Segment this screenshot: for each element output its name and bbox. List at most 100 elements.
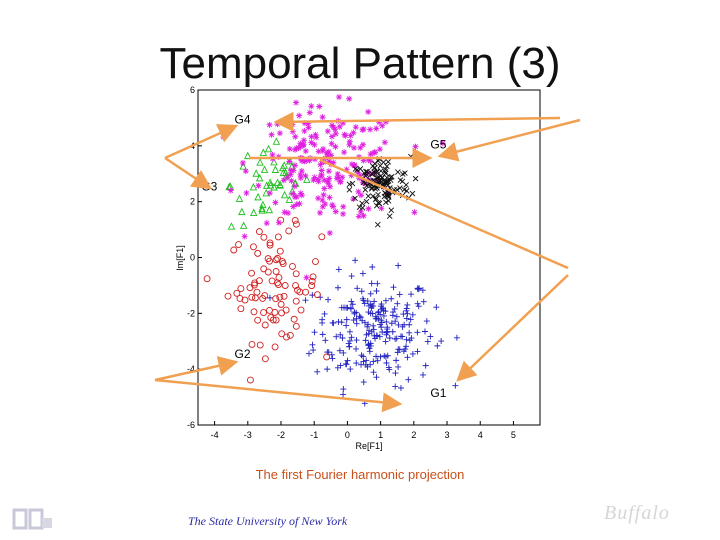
point-g4 <box>324 153 331 160</box>
point-g4 <box>305 120 312 127</box>
point-g5 <box>382 170 389 177</box>
buffalo-logo: Buffalo <box>604 502 670 524</box>
point-g4 <box>351 144 358 151</box>
point-g4 <box>347 132 354 139</box>
point-g4 <box>286 158 293 165</box>
point-g2 <box>292 282 299 290</box>
point-g1 <box>346 343 353 350</box>
point-g1 <box>324 366 331 373</box>
point-g5 <box>369 171 375 177</box>
point-g4 <box>280 177 287 184</box>
point-g5 <box>352 195 358 202</box>
point-g1 <box>359 295 366 302</box>
point-g1 <box>309 341 316 348</box>
point-g5 <box>346 187 353 193</box>
point-g2 <box>271 343 279 351</box>
point-g3 <box>249 182 258 191</box>
point-g4 <box>308 103 315 110</box>
point-g2 <box>280 292 288 300</box>
point-g4 <box>301 127 308 134</box>
point-g4 <box>297 174 304 181</box>
point-g1 <box>360 379 367 386</box>
point-g1 <box>370 358 377 365</box>
point-g2 <box>264 255 272 263</box>
point-g4 <box>328 140 335 147</box>
point-g4 <box>340 210 347 217</box>
point-g1 <box>423 318 430 325</box>
point-g4 <box>328 152 335 159</box>
point-g2 <box>241 296 249 304</box>
point-g1 <box>393 313 400 320</box>
point-g4 <box>288 177 295 184</box>
point-g1 <box>345 340 352 347</box>
point-g4 <box>326 158 333 165</box>
point-g4 <box>355 213 362 220</box>
point-g1 <box>366 302 373 309</box>
point-g1 <box>373 353 380 360</box>
point-g2 <box>313 291 321 299</box>
point-g4 <box>358 192 365 199</box>
point-g3 <box>258 206 266 214</box>
arrow-g1-b <box>154 378 403 413</box>
point-g2 <box>272 256 280 264</box>
point-g1 <box>344 357 351 364</box>
point-g2 <box>286 331 294 339</box>
point-g4 <box>272 199 279 206</box>
point-g4 <box>241 233 248 240</box>
point-g4 <box>337 178 344 185</box>
point-g3 <box>270 182 278 191</box>
point-g5 <box>403 182 409 188</box>
x-tick-label: 1 <box>378 430 383 440</box>
point-g1 <box>343 322 350 329</box>
point-g2 <box>260 265 268 273</box>
point-g1 <box>394 349 401 356</box>
point-g1 <box>370 326 377 333</box>
plot-frame <box>197 89 541 426</box>
point-g4 <box>342 132 349 139</box>
point-g1 <box>427 333 434 340</box>
point-g4 <box>348 161 355 168</box>
point-g2 <box>292 322 300 330</box>
point-g1 <box>392 370 399 377</box>
y-tick-label: -6 <box>187 420 195 430</box>
point-g4 <box>376 119 383 126</box>
point-g4 <box>328 133 335 140</box>
point-g4 <box>381 139 388 146</box>
point-g4 <box>220 134 227 141</box>
point-g4 <box>239 159 246 166</box>
point-g1 <box>340 391 347 398</box>
point-g1 <box>395 363 402 370</box>
point-g2 <box>261 355 269 363</box>
point-g5 <box>363 171 370 178</box>
point-g4 <box>291 162 298 169</box>
point-g4 <box>346 95 353 102</box>
point-g1 <box>380 312 387 319</box>
point-g1 <box>373 374 380 381</box>
point-g4 <box>411 209 418 216</box>
point-g4 <box>293 99 300 106</box>
point-g4 <box>321 185 328 192</box>
point-g3 <box>259 148 268 156</box>
point-g4 <box>370 170 377 177</box>
point-g1 <box>348 273 355 280</box>
point-g1 <box>407 316 414 323</box>
point-g2 <box>246 284 254 292</box>
point-g2 <box>297 306 305 314</box>
point-g1 <box>365 321 372 328</box>
point-g2 <box>308 277 316 285</box>
point-g2 <box>224 292 232 300</box>
point-g2 <box>237 305 245 313</box>
point-g4 <box>365 156 372 163</box>
point-g3 <box>235 194 244 202</box>
point-g4 <box>290 167 297 174</box>
point-g2 <box>277 300 285 308</box>
footer-text: The State University of New York <box>188 514 348 528</box>
point-g1 <box>419 287 426 294</box>
point-g1 <box>360 358 367 365</box>
point-g4 <box>315 176 322 183</box>
x-axis-label: Re[F1] <box>355 441 382 451</box>
point-g2 <box>308 282 316 290</box>
point-g4 <box>298 168 305 175</box>
point-g2 <box>274 254 282 262</box>
point-g4 <box>266 121 273 128</box>
